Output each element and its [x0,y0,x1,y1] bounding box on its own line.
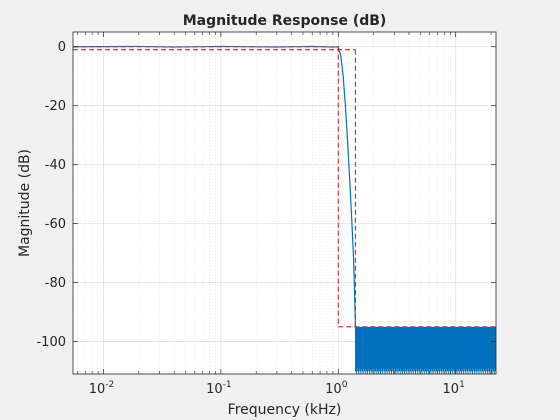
x-tick-label: 101 [443,380,465,397]
x-tick-label-base: 10 [325,382,342,397]
x-axis-label: Frequency (kHz) [228,402,342,418]
chart-title: Magnitude Response (dB) [183,13,387,29]
x-tick-label-exponent: -2 [105,380,114,390]
y-tick-label: -60 [45,217,66,232]
grid-lines [73,32,496,374]
x-tick-label: 10-2 [89,380,115,397]
x-tick-label-exponent: 0 [342,380,348,390]
axes-box [72,31,497,375]
y-axis-label: Magnitude (dB) [17,149,33,257]
x-tick-label-base: 10 [206,382,223,397]
y-tick-label: -20 [45,99,66,114]
x-tick-label-exponent: 1 [459,380,465,390]
plot-area [73,45,496,374]
x-tick-label: 100 [325,380,348,397]
y-tick-label: -80 [45,276,66,291]
y-tick-label: -40 [45,158,66,173]
x-tick-label: 10-1 [206,380,232,397]
x-tick-label-exponent: -1 [223,380,232,390]
x-tick-label-base: 10 [443,382,460,397]
y-tick-label: -100 [36,335,66,350]
y-tick-label: 0 [58,40,66,55]
axes-background [73,32,496,374]
x-tick-label-base: 10 [89,382,106,397]
stopband-ripple [354,326,496,374]
